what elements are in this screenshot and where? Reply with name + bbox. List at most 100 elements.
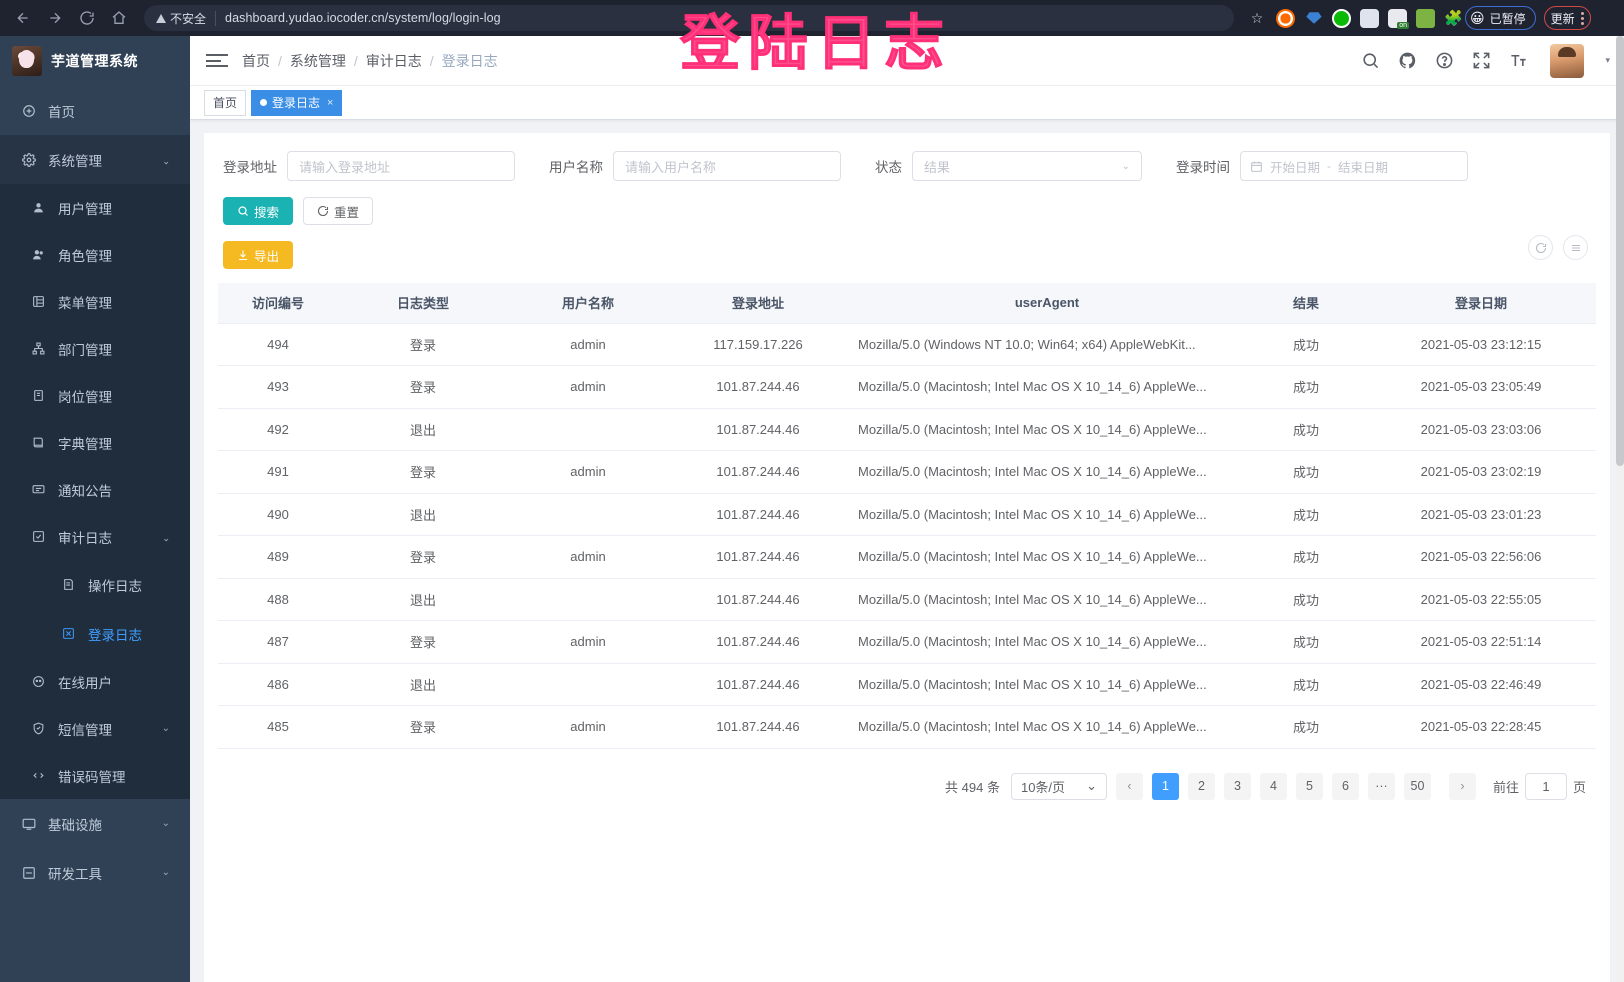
table-row[interactable]: 492 退出 101.87.244.46 Mozilla/5.0 (Macintosh… xyxy=(218,408,1596,451)
opera-icon[interactable] xyxy=(1276,8,1295,28)
help-icon[interactable] xyxy=(1435,51,1454,70)
sidebar-item-label: 系统管理 xyxy=(48,153,102,169)
pagination-page-50[interactable]: 50 xyxy=(1403,772,1431,800)
table-row[interactable]: 488 退出 101.87.244.46 Mozilla/5.0 (Macintosh… xyxy=(218,578,1596,621)
table-row[interactable]: 494 登录 admin 117.159.17.226 Mozilla/5.0 (Win… xyxy=(218,323,1596,366)
sidebar-item-users[interactable]: 用户管理 xyxy=(0,184,190,231)
row-username xyxy=(508,408,668,451)
sidebar-item-login-log[interactable]: 登录日志 xyxy=(0,609,190,658)
date-end-placeholder: 结束日期 xyxy=(1338,160,1389,175)
sidebar-item-sms[interactable]: 短信管理 ⌄ xyxy=(0,705,190,752)
sidebar-item-online-users[interactable]: 在线用户 xyxy=(0,658,190,705)
sidebar-submenu-system: 用户管理 角色管理 菜单管理 部门管理 xyxy=(0,184,190,799)
sidebar-item-label: 通知公告 xyxy=(58,483,112,499)
address-bar[interactable]: 不安全 dashboard.yudao.iocoder.cn/system/lo… xyxy=(144,5,1234,31)
login-address-input[interactable]: 请输入登录地址 xyxy=(287,151,515,181)
pagination-page-1[interactable]: 1 xyxy=(1151,772,1179,800)
github-icon[interactable] xyxy=(1398,51,1417,70)
hamburger-icon[interactable] xyxy=(206,54,228,67)
export-button[interactable]: 导出 xyxy=(223,241,294,269)
pagination-page-4[interactable]: 4 xyxy=(1259,772,1287,800)
forward-arrow-icon[interactable] xyxy=(40,3,70,33)
avatar[interactable] xyxy=(1550,43,1585,78)
pagination-page-2[interactable]: 2 xyxy=(1187,772,1215,800)
translate-icon[interactable] xyxy=(1360,8,1379,28)
page-size-select[interactable]: 10条/页 ⌄ xyxy=(1010,772,1107,800)
paused-chip[interactable]: 😀 已暂停 xyxy=(1465,6,1536,30)
row-useragent: Mozilla/5.0 (Windows NT 10.0; Win64; x64… xyxy=(848,323,1246,366)
diamond-icon[interactable] xyxy=(1304,9,1323,28)
sidebar-item-audit-log[interactable]: 审计日志 ⌃ xyxy=(0,513,190,560)
table-row[interactable]: 485 登录 admin 101.87.244.46 Mozilla/5.0 (Maci… xyxy=(218,705,1596,749)
sidebar-item-dictionary[interactable]: 字典管理 xyxy=(0,419,190,466)
sidebar-item-label: 操作日志 xyxy=(88,578,142,594)
pagination-next[interactable]: › xyxy=(1448,772,1476,800)
search-icon[interactable] xyxy=(1361,51,1380,70)
adblock-on-icon[interactable] xyxy=(1388,8,1409,29)
font-size-icon[interactable] xyxy=(1509,51,1528,70)
row-id: 490 xyxy=(218,493,338,536)
tag-home[interactable]: 首页 xyxy=(204,89,247,116)
username-input[interactable]: 请输入用户名称 xyxy=(613,151,841,181)
refresh-icon[interactable] xyxy=(1528,235,1553,260)
sidebar-item-menus[interactable]: 菜单管理 xyxy=(0,278,190,325)
fullscreen-icon[interactable] xyxy=(1472,51,1491,70)
sidebar-logo[interactable]: 芋道管理系统 xyxy=(0,36,190,86)
row-ip: 117.159.17.226 xyxy=(668,323,848,366)
chevron-down-icon[interactable]: ▾ xyxy=(1605,55,1610,65)
row-username: admin xyxy=(508,450,668,494)
login-time-range-picker[interactable]: 开始日期 - 结束日期 xyxy=(1240,151,1468,181)
breadcrumb-item-system[interactable]: 系统管理 xyxy=(289,52,346,69)
reload-icon[interactable] xyxy=(72,3,102,33)
warning-triangle-icon xyxy=(156,13,166,23)
jump-page-input[interactable]: 1 xyxy=(1524,772,1567,800)
star-icon[interactable]: ☆ xyxy=(1250,9,1264,26)
sidebar-item-operate-log[interactable]: 操作日志 xyxy=(0,560,190,609)
gear-icon xyxy=(20,152,37,167)
login-log-icon xyxy=(60,627,77,640)
page-scrollbar[interactable] xyxy=(1616,36,1624,982)
login-log-table: 访问编号 日志类型 用户名称 登录地址 userAgent 结果 登录日期 49… xyxy=(218,283,1596,749)
table-row[interactable]: 490 退出 101.87.244.46 Mozilla/5.0 (Macintosh… xyxy=(218,493,1596,536)
pagination-page-5[interactable]: 5 xyxy=(1295,772,1323,800)
puzzle-icon[interactable]: 🧩 xyxy=(1444,10,1463,27)
sidebar-item-error-code[interactable]: 错误码管理 xyxy=(0,752,190,799)
breadcrumb-item-audit[interactable]: 审计日志 xyxy=(365,52,422,69)
sidebar-item-infrastructure[interactable]: 基础设施 ⌄ xyxy=(0,799,190,848)
sidebar-item-system[interactable]: 系统管理 ⌃ xyxy=(0,135,190,184)
sidebar-item-dev-tools[interactable]: 研发工具 ⌄ xyxy=(0,848,190,897)
breadcrumb-item-home[interactable]: 首页 xyxy=(242,52,270,69)
search-button[interactable]: 搜索 xyxy=(223,197,294,225)
tag-login-log[interactable]: 登录日志 × xyxy=(251,89,343,116)
table-row[interactable]: 493 登录 admin 101.87.244.46 Mozilla/5.0 (Maci… xyxy=(218,365,1596,409)
pagination-ellipsis[interactable]: ··· xyxy=(1367,772,1395,800)
leaf-icon[interactable] xyxy=(1416,8,1435,28)
back-arrow-icon[interactable] xyxy=(8,3,38,33)
kebab-menu-icon[interactable] xyxy=(1580,11,1584,25)
table-row[interactable]: 489 登录 admin 101.87.244.46 Mozilla/5.0 (Maci… xyxy=(218,535,1596,579)
reset-button[interactable]: 重置 xyxy=(303,197,374,225)
home-icon[interactable] xyxy=(104,3,134,33)
chevron-down-icon: ⌄ xyxy=(161,723,170,734)
sidebar-item-departments[interactable]: 部门管理 xyxy=(0,325,190,372)
sidebar-item-posts[interactable]: 岗位管理 xyxy=(0,372,190,419)
logo-title: 芋道管理系统 xyxy=(51,53,138,69)
table-row[interactable]: 487 登录 admin 101.87.244.46 Mozilla/5.0 (Maci… xyxy=(218,620,1596,664)
pagination-page-6[interactable]: 6 xyxy=(1331,772,1359,800)
update-chip[interactable]: 更新 xyxy=(1543,6,1591,30)
pagination-prev[interactable]: ‹ xyxy=(1115,772,1143,800)
wechat-icon[interactable] xyxy=(1332,8,1351,28)
pagination-page-3[interactable]: 3 xyxy=(1223,772,1251,800)
sidebar-item-home[interactable]: 首页 xyxy=(0,86,190,135)
sidebar-item-label: 首页 xyxy=(48,104,75,120)
row-useragent: Mozilla/5.0 (Macintosh; Intel Mac OS X 1… xyxy=(848,578,1246,621)
status-select[interactable]: 结果 ⌄ xyxy=(912,151,1142,181)
sidebar-item-roles[interactable]: 角色管理 xyxy=(0,231,190,278)
close-icon[interactable]: × xyxy=(327,96,334,109)
scrollbar-thumb[interactable] xyxy=(1616,36,1624,466)
row-username xyxy=(508,493,668,536)
table-row[interactable]: 486 退出 101.87.244.46 Mozilla/5.0 (Macintosh… xyxy=(218,663,1596,706)
columns-icon[interactable] xyxy=(1563,235,1588,260)
table-row[interactable]: 491 登录 admin 101.87.244.46 Mozilla/5.0 (Maci… xyxy=(218,450,1596,494)
sidebar-item-notice[interactable]: 通知公告 xyxy=(0,466,190,513)
